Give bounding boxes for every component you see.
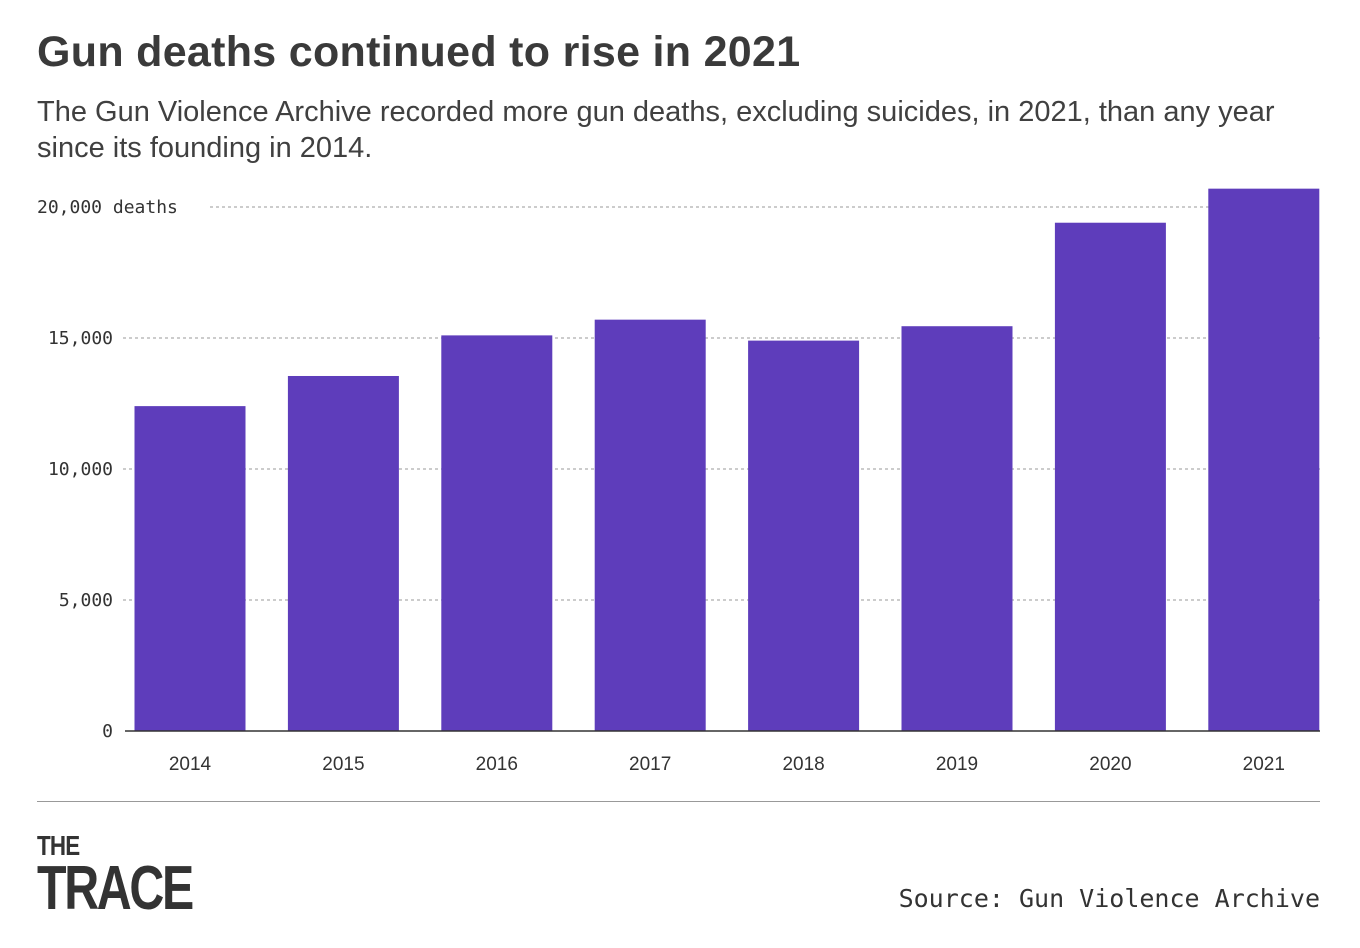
bar-chart: 0 5,000 10,000 15,000 20,000 deaths 2014 2015 2… (37, 188, 1320, 775)
the-trace-logo: THE TRACE (37, 832, 236, 920)
x-tick-label: 2017 (629, 754, 671, 775)
x-tick-label: 2020 (1089, 754, 1131, 775)
logo-line2: TRACE (37, 854, 194, 923)
y-tick-label: 20,000 deaths (37, 197, 178, 218)
bar-2017 (594, 319, 706, 731)
x-tick-label: 2014 (169, 754, 212, 775)
x-tick-label: 2018 (782, 754, 824, 775)
x-tick-label: 2019 (936, 754, 978, 775)
x-tick-label: 2021 (1243, 754, 1285, 775)
bar-2021 (1208, 188, 1320, 731)
bar-2014 (134, 406, 246, 731)
y-tick-label: 15,000 (48, 328, 113, 349)
bar-2019 (901, 326, 1013, 731)
x-tick-label: 2016 (476, 754, 518, 775)
source-note: Source: Gun Violence Archive (898, 884, 1320, 913)
bar-2020 (1054, 222, 1166, 731)
logo-line1: THE (37, 830, 80, 861)
x-tick-label: 2015 (322, 754, 364, 775)
chart-title: Gun deaths continued to rise in 2021 (37, 28, 801, 76)
bar-2015 (287, 375, 399, 731)
y-tick-label: 0 (102, 721, 113, 742)
chart-subtitle: The Gun Violence Archive recorded more g… (37, 96, 1275, 164)
bar-2016 (441, 335, 553, 731)
bar-2018 (748, 340, 860, 731)
y-tick-label: 5,000 (59, 590, 113, 611)
divider (37, 801, 1320, 802)
y-tick-label: 10,000 (48, 459, 113, 480)
